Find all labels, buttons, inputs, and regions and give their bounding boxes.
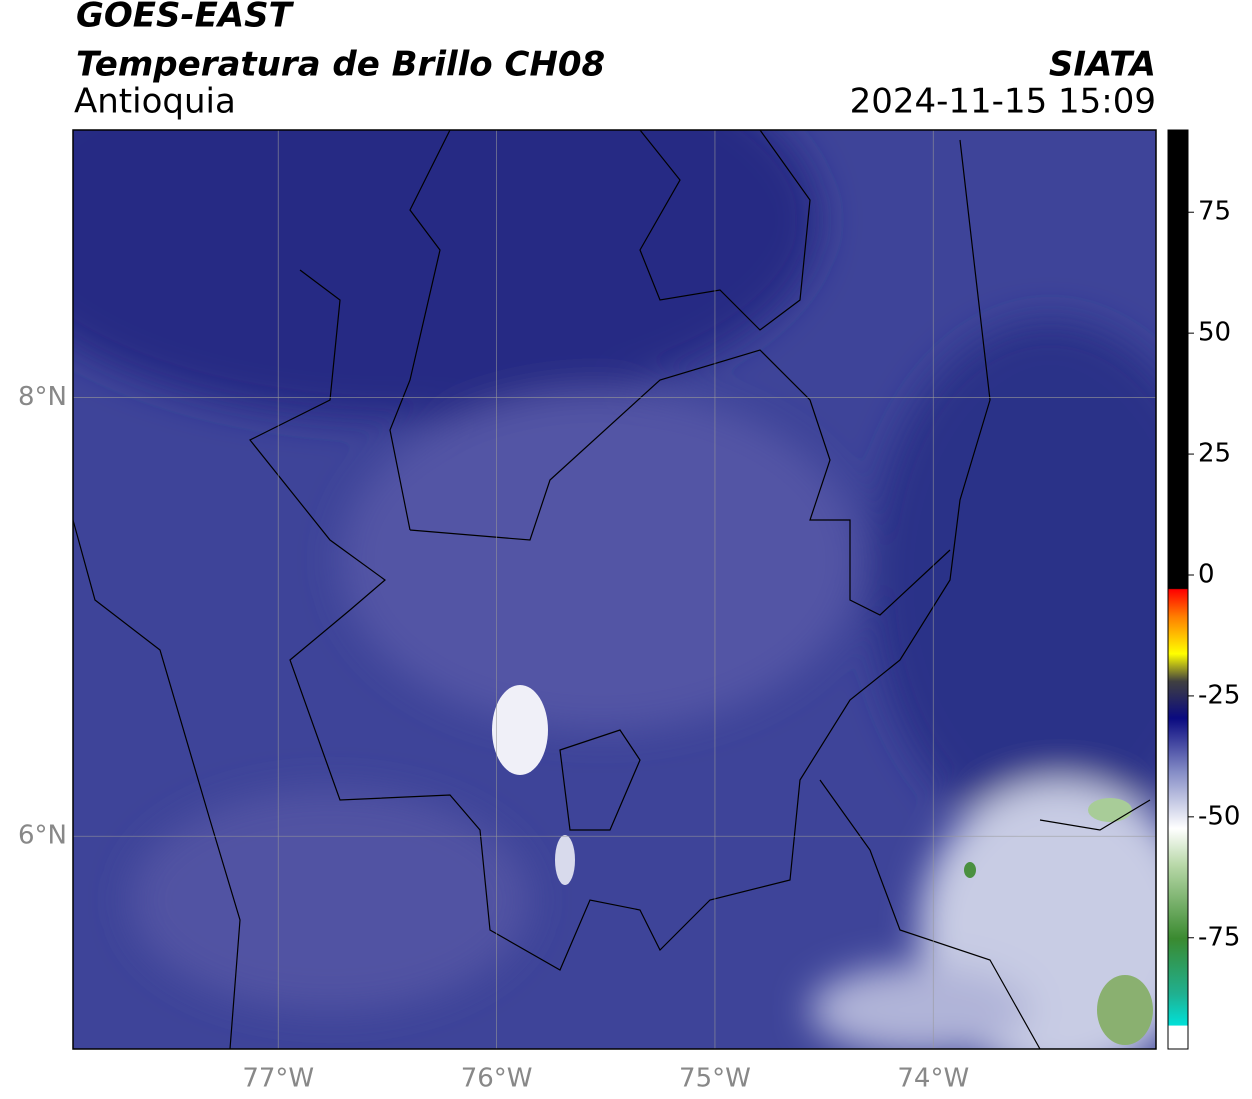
y-tick-label: 6°N: [18, 821, 67, 851]
x-tick-label: 74°W: [897, 1064, 969, 1094]
title: Temperatura de Brillo CH08: [76, 45, 605, 85]
source: SIATA: [1049, 45, 1156, 85]
map-frame: [72, 129, 1157, 1050]
x-tick-label: 75°W: [679, 1064, 751, 1094]
graticule: [73, 130, 1156, 1049]
colorbar-tick-label: -75: [1198, 922, 1240, 952]
colorbar-tick-label: 0: [1198, 559, 1215, 589]
region: Antioquia: [74, 82, 236, 122]
colorbar: [1167, 129, 1189, 1050]
colorbar-tick-label: 75: [1198, 197, 1231, 227]
colorbar-tick-label: -25: [1198, 680, 1240, 710]
x-tick-label: 76°W: [461, 1064, 533, 1094]
y-tick-label: 8°N: [18, 382, 67, 412]
satellite: GOES-EAST: [76, 0, 295, 36]
map-field: [73, 130, 1156, 1049]
colorbar-tick-label: 50: [1198, 318, 1231, 348]
datetime: 2024-11-15 15:09: [850, 82, 1156, 122]
x-tick-label: 77°W: [242, 1064, 314, 1094]
colorbar-tick-label: -50: [1198, 801, 1240, 831]
colorbar-tick-label: 25: [1198, 439, 1231, 469]
